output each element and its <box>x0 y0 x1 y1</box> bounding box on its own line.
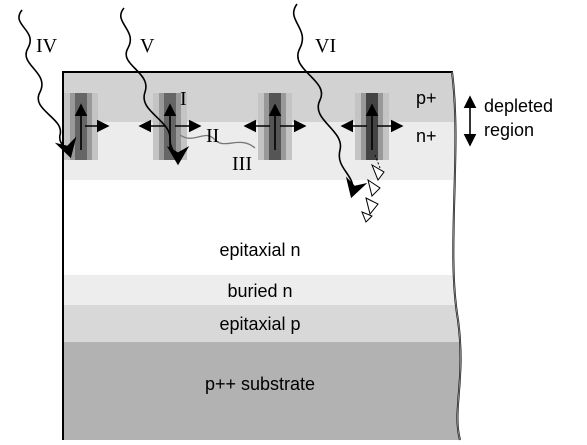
process-label: I <box>180 88 187 110</box>
particle-label: IV <box>36 35 58 57</box>
particle-label: VI <box>315 35 336 57</box>
layer-label: epitaxial n <box>219 240 300 260</box>
depleted-label: depleted <box>484 96 553 116</box>
depleted-label: region <box>484 120 534 140</box>
layer-label: buried n <box>227 281 292 301</box>
layer-label: p++ substrate <box>205 374 315 394</box>
arrows <box>18 3 477 199</box>
implant-label: p+ <box>416 88 437 108</box>
labels: IV V VI I II III p+ n+ depleted region e… <box>36 35 553 394</box>
process-label: II <box>206 125 219 147</box>
layer-label: epitaxial p <box>219 314 300 334</box>
implant-label: n+ <box>416 126 437 146</box>
particle-label: V <box>140 35 155 57</box>
process-label: III <box>232 153 252 175</box>
track <box>361 154 385 223</box>
